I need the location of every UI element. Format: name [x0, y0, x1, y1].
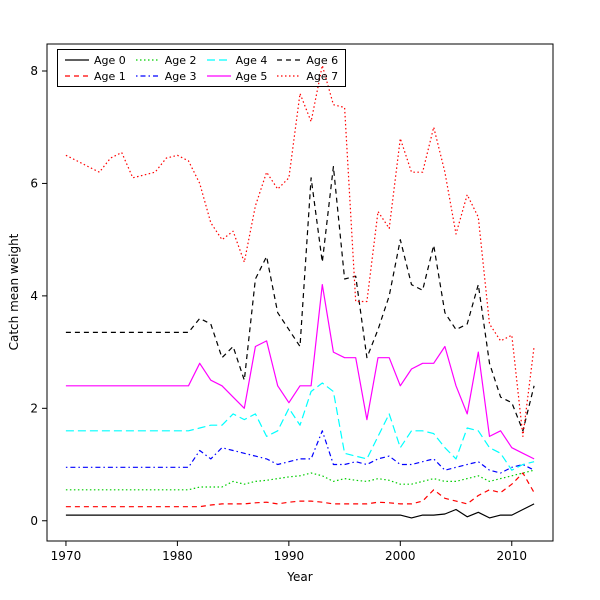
legend-item: Age 5 — [206, 69, 268, 83]
x-tick-label: 1980 — [162, 549, 193, 563]
x-tick-label: 2010 — [496, 549, 527, 563]
series-line-age-2 — [65, 469, 535, 491]
legend-item: Age 4 — [206, 53, 268, 67]
legend-label: Age 6 — [306, 53, 339, 67]
y-tick-label: 2 — [30, 401, 38, 415]
legend-line-sample-icon — [135, 75, 160, 77]
legend-item: Age 1 — [65, 70, 126, 83]
legend-line-sample-icon — [65, 75, 89, 77]
legend-label: Age 1 — [94, 69, 126, 83]
legend-item: Age 6 — [277, 54, 338, 67]
legend: Age 0 Age 1 Age 2 Age 3 Age 4 Age 5 Age 6 Age 7 — [57, 49, 347, 87]
y-tick-label: 4 — [30, 289, 38, 303]
legend-item: Age 0 — [65, 54, 126, 67]
plot-box — [46, 43, 554, 542]
legend-line-sample-icon — [135, 59, 160, 61]
legend-line-sample-icon — [206, 59, 231, 61]
series-line-age-1 — [65, 472, 535, 508]
series-line-age-7 — [65, 64, 535, 437]
series-line-age-0 — [65, 503, 535, 519]
legend-label: Age 3 — [164, 69, 197, 83]
legend-item: Age 7 — [277, 70, 338, 83]
legend-label: Age 2 — [164, 53, 197, 67]
x-axis-label: Year — [287, 570, 313, 584]
x-tick-label: 1990 — [274, 549, 305, 563]
series-line-age-4 — [65, 382, 535, 471]
x-tick-label: 2000 — [385, 549, 416, 563]
legend-line-sample-icon — [65, 59, 89, 61]
legend-label: Age 4 — [235, 53, 268, 67]
legend-label: Age 0 — [94, 53, 126, 67]
y-tick-label: 8 — [30, 64, 38, 78]
y-axis-label: Catch mean weight — [7, 233, 21, 351]
legend-line-sample-icon — [277, 75, 302, 77]
x-tick-label: 1970 — [51, 549, 82, 563]
y-tick-label: 6 — [30, 176, 38, 190]
legend-label: Age 5 — [235, 69, 268, 83]
legend-item: Age 2 — [135, 53, 197, 67]
legend-item: Age 3 — [135, 69, 197, 83]
legend-line-sample-icon — [277, 59, 302, 61]
legend-line-sample-icon — [206, 75, 231, 77]
series-line-age-6 — [65, 166, 535, 432]
legend-label: Age 7 — [306, 69, 339, 83]
series-line-age-5 — [65, 284, 535, 460]
y-tick-label: 0 — [30, 514, 38, 528]
